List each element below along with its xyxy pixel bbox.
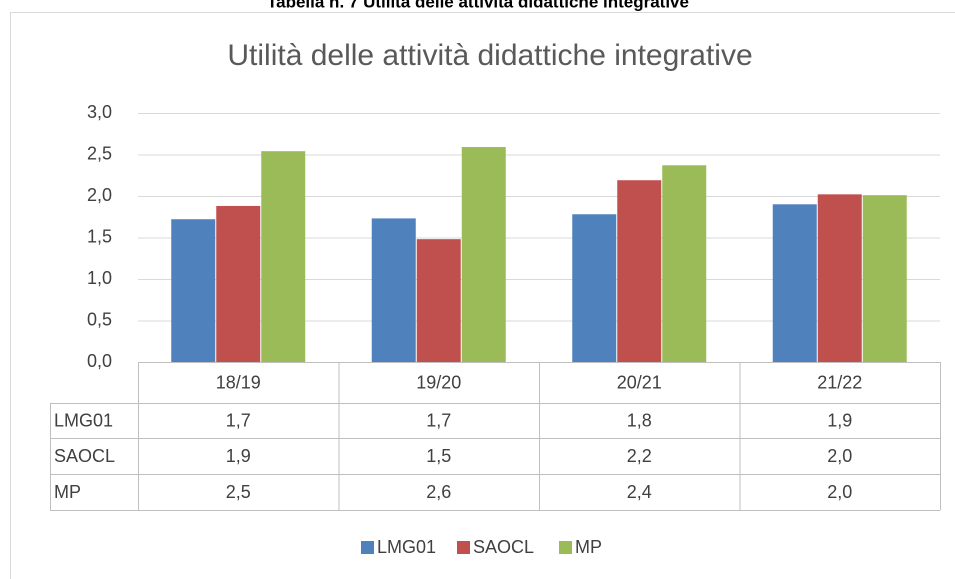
- legend-swatch: [457, 541, 470, 554]
- bar: [261, 151, 306, 362]
- table-cell: 2,0: [827, 482, 852, 502]
- table-row-label: MP: [54, 482, 81, 502]
- bar: [171, 219, 216, 362]
- y-tick-label: 1,0: [87, 268, 112, 288]
- table-cell: 1,7: [426, 410, 451, 430]
- bar: [862, 195, 907, 362]
- legend-label: MP: [575, 537, 602, 557]
- table-cell: 1,9: [226, 446, 251, 466]
- table-cell: 1,9: [827, 410, 852, 430]
- bar: [817, 194, 862, 362]
- x-tick-label: 21/22: [817, 372, 862, 392]
- y-tick-label: 2,0: [87, 185, 112, 205]
- bar: [216, 205, 261, 362]
- bar: [572, 214, 617, 362]
- bar: [772, 204, 817, 362]
- table-cell: 2,2: [627, 446, 652, 466]
- y-tick-label: 0,5: [87, 309, 112, 329]
- table-cell: 2,4: [627, 482, 652, 502]
- table-cell: 2,6: [426, 482, 451, 502]
- legend-swatch: [361, 541, 374, 554]
- legend-label: LMG01: [377, 537, 436, 557]
- y-tick-label: 2,5: [87, 143, 112, 163]
- table-cell: 2,0: [827, 446, 852, 466]
- caption: Tabella n. 7 Utilità delle attività dida…: [267, 0, 689, 11]
- bar: [371, 218, 416, 362]
- bar: [617, 180, 662, 362]
- table-row-label: LMG01: [54, 410, 113, 430]
- table-cell: 2,5: [226, 482, 251, 502]
- table-cell: 1,8: [627, 410, 652, 430]
- x-tick-label: 18/19: [216, 372, 261, 392]
- x-tick-label: 19/20: [416, 372, 461, 392]
- bar: [461, 147, 506, 362]
- y-tick-label: 0,0: [87, 351, 112, 371]
- bar: [662, 165, 707, 362]
- table-cell: 1,7: [226, 410, 251, 430]
- x-tick-label: 20/21: [617, 372, 662, 392]
- table-cell: 1,5: [426, 446, 451, 466]
- legend-swatch: [559, 541, 572, 554]
- y-tick-label: 1,5: [87, 226, 112, 246]
- legend-label: SAOCL: [473, 537, 534, 557]
- bar: [416, 239, 461, 362]
- y-tick-label: 3,0: [87, 102, 112, 122]
- table-row-label: SAOCL: [54, 446, 115, 466]
- chart-title: Utilità delle attività didattiche integr…: [227, 39, 752, 72]
